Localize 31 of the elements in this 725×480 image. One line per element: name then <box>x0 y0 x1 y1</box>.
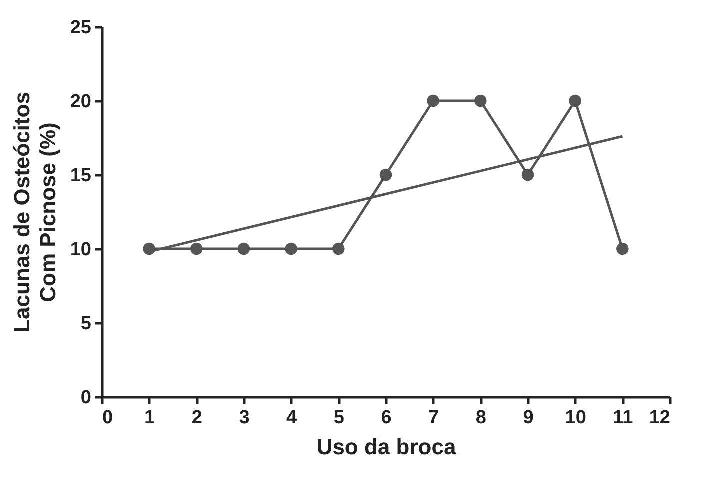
point <box>238 242 250 256</box>
y-tick-label: 0 <box>80 388 92 408</box>
point <box>285 242 298 256</box>
x-tick-label: 3 <box>239 408 250 428</box>
y-tick-label: 5 <box>80 314 92 334</box>
point <box>569 94 582 108</box>
x-tick-label: 6 <box>381 408 392 428</box>
y-tick-label: 20 <box>70 92 92 112</box>
y-tick-label: 15 <box>70 166 92 186</box>
x-tick-label: 1 <box>144 408 156 428</box>
x-tick-label: 10 <box>565 408 586 428</box>
x-tick-label: 11 <box>613 408 634 428</box>
point <box>380 168 392 182</box>
point <box>474 94 487 108</box>
x-tick-label: 5 <box>334 408 345 428</box>
point <box>427 94 440 108</box>
y-tick-label: 10 <box>70 240 92 260</box>
x-tick-label: 2 <box>192 408 202 428</box>
point <box>522 168 534 182</box>
x-tick-label: 7 <box>428 408 440 428</box>
point <box>332 242 345 256</box>
x-axis-title: Uso da broca <box>316 434 457 460</box>
x-tick-label: 8 <box>476 408 486 428</box>
y-axis-title: Lacunas de Osteócitos Com Picnose (%) <box>9 92 60 333</box>
x-tick-label: 4 <box>286 408 298 428</box>
x-tick-label: 12 <box>649 408 670 428</box>
x-tick-label: 0 <box>102 408 114 428</box>
y-tick-label: 25 <box>70 18 92 38</box>
point <box>616 242 629 256</box>
point <box>190 242 203 256</box>
x-tick-label: 9 <box>523 408 534 428</box>
